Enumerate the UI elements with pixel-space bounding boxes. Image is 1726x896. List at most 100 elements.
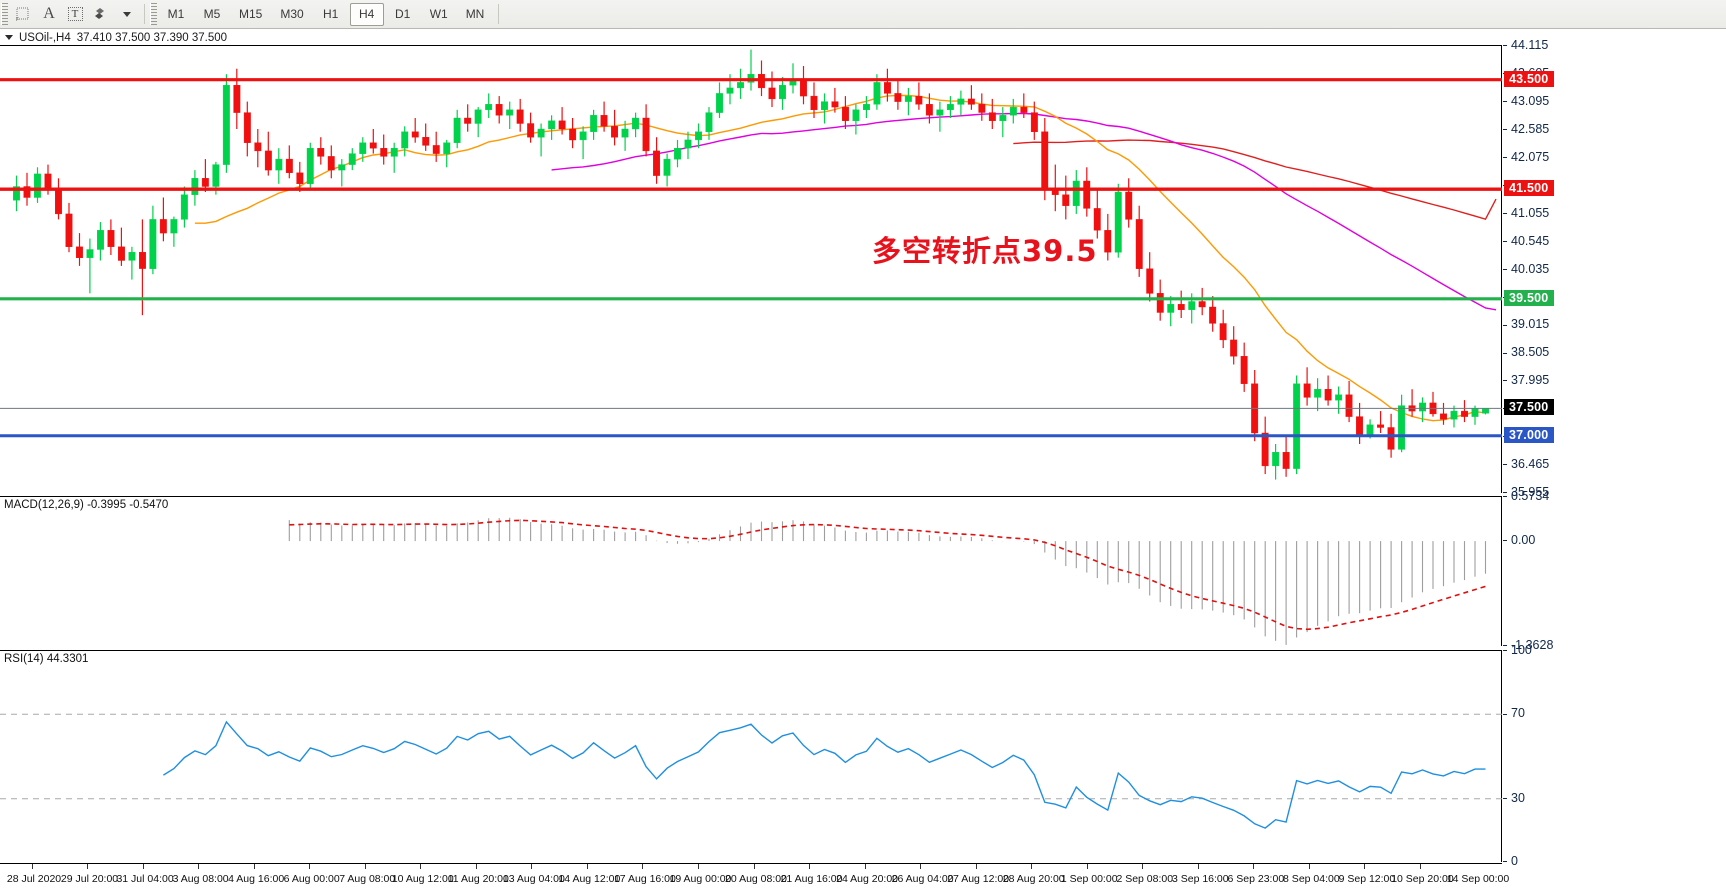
symbol-ohlc: 37.410 37.500 37.390 37.500 [76, 31, 228, 44]
macd-axis-tick: -1.3628 [1503, 638, 1553, 652]
time-axis-tick-label: 3 Sep 16:00 [1171, 873, 1229, 885]
symbol-name: USOil-,H4 [19, 31, 71, 44]
price-chart-svg [0, 49, 1502, 480]
time-axis-tick-label: 19 Aug 00:00 [669, 873, 732, 885]
time-axis-separator [253, 864, 255, 869]
time-axis-tick-label: 9 Sep 12:00 [1338, 873, 1396, 885]
toolbar-divider [144, 4, 145, 24]
macd-axis-tick-label: -1.3628 [1511, 638, 1554, 652]
price-axis-tick-label: 43.095 [1511, 93, 1550, 108]
price-axis-tick-label: 39.015 [1511, 317, 1550, 332]
time-axis-separator [309, 864, 311, 869]
timeframe-m5[interactable]: M5 [203, 7, 221, 21]
macd-pane[interactable]: MACD(12,26,9) -0.3995 -0.5470 [0, 496, 1502, 646]
objects-icon[interactable] [88, 2, 114, 26]
timeframe-h4[interactable]: H4 [349, 2, 384, 26]
macd-chart-svg [288, 517, 1487, 645]
time-axis-tick-label: 8 Sep 04:00 [1283, 873, 1340, 885]
price-axis-tick-label: 36.465 [1511, 457, 1550, 472]
time-axis[interactable]: 28 Jul 2020 29 Jul 20:00 31 Jul 04:00 3 Aug… [0, 863, 1509, 896]
timeframe-d1[interactable]: D1 [395, 7, 411, 21]
time-axis-tick-label: 6 Sep 23:00 [1227, 873, 1285, 885]
timeframe-mn[interactable]: MN [465, 7, 485, 21]
time-axis-separator [920, 864, 922, 869]
price-axis-tick: 40.545 [1503, 234, 1549, 248]
time-axis-separator [642, 864, 644, 869]
macd-axis-tick: 0.5734 [1503, 489, 1549, 503]
rsi-axis-tick-label: 100 [1511, 643, 1532, 657]
time-axis-tick-label: 28 Jul 2020 [6, 873, 62, 885]
current-price-tag[interactable]: 37.500 [1504, 399, 1555, 416]
toolbar-grip[interactable] [1, 3, 8, 25]
time-axis-separator [87, 864, 89, 869]
time-axis-separator [1308, 864, 1310, 869]
resistance-level-tag[interactable]: 41.500 [1504, 180, 1555, 197]
time-axis-tick-label: 7 Aug 08:00 [339, 873, 396, 885]
price-axis[interactable]: 44.11543.60543.09542.58542.07541.56541.0… [1503, 38, 1726, 868]
time-axis-separator [1197, 864, 1199, 869]
collapse-triangle-icon[interactable] [5, 35, 13, 40]
macd-axis-tick-label: 0.00 [1511, 533, 1536, 548]
macd-axis-tick: 0.00 [1503, 533, 1535, 547]
timeframe-group: M1 M5 M15 M30 H1 H4 D1 W1 MN [159, 2, 492, 26]
time-axis-tick-label: 11 Aug 20:00 [447, 873, 509, 885]
rsi-axis-tick-label: 70 [1511, 706, 1525, 721]
price-axis-tick: 42.075 [1503, 150, 1549, 164]
time-axis-tick-label: 29 Jul 20:00 [60, 873, 119, 885]
crosshair-icon[interactable]: F [10, 2, 36, 26]
timeframe-m15[interactable]: M15 [239, 7, 263, 21]
time-axis-separator [364, 864, 366, 869]
timeframe-grip[interactable] [150, 3, 157, 25]
time-axis-separator [531, 864, 533, 869]
rsi-pane[interactable]: RSI(14) 44.3301 [0, 650, 1502, 862]
price-axis-tick-label: 42.075 [1511, 149, 1550, 164]
time-axis-tick-label: 10 Aug 12:00 [391, 873, 454, 885]
price-chart-pane[interactable]: 多空转折点39.5 [0, 45, 1502, 493]
time-axis-tick-label: 26 Aug 04:00 [891, 873, 954, 885]
time-axis-tick-label: 1 Sep 00:00 [1060, 873, 1118, 885]
price-axis-tick: 44.115 [1503, 38, 1548, 52]
price-axis-tick-label: 38.505 [1511, 345, 1550, 360]
price-axis-tick: 37.995 [1503, 373, 1549, 387]
time-axis-separator [1364, 864, 1366, 869]
timeframe-h1[interactable]: H1 [323, 7, 339, 21]
time-axis-tick-label: 21 Aug 16:00 [780, 873, 843, 885]
macd-label: MACD(12,26,9) -0.3995 -0.5470 [4, 499, 169, 511]
price-axis-tick: 40.035 [1503, 262, 1549, 276]
price-axis-tick: 39.015 [1503, 317, 1549, 331]
time-axis-separator [809, 864, 811, 869]
resistance-level-tag[interactable]: 43.500 [1504, 70, 1555, 87]
time-axis-separator [864, 864, 866, 869]
rsi-chart-svg [0, 713, 1502, 829]
price-axis-tick: 42.585 [1503, 122, 1549, 136]
rsi-label: RSI(14) 44.3301 [4, 653, 89, 665]
timeframe-w1[interactable]: W1 [429, 7, 448, 21]
timeframe-m1[interactable]: M1 [167, 7, 185, 21]
price-axis-tick: 41.055 [1503, 206, 1549, 220]
time-axis-separator [1142, 864, 1144, 869]
rsi-axis-tick-label: 0 [1511, 854, 1518, 868]
price-axis-tick-label: 40.545 [1511, 233, 1550, 248]
price-axis-tick-label: 37.995 [1511, 373, 1550, 388]
time-axis-tick-label: 10 Sep 20:00 [1391, 873, 1454, 885]
rsi-axis-tick: 100 [1503, 643, 1532, 657]
price-axis-tick-label: 44.115 [1511, 38, 1549, 52]
price-axis-tick-label: 35.955 [1511, 485, 1550, 499]
svg-text:F: F [16, 17, 19, 22]
label-tool-icon[interactable]: T [62, 2, 88, 26]
rsi-axis-tick: 70 [1503, 706, 1525, 720]
pivot-level-tag[interactable]: 39.500 [1504, 289, 1555, 306]
time-axis-separator [975, 864, 977, 869]
price-axis-tick: 38.505 [1503, 345, 1549, 359]
price-axis-tick-label: 40.035 [1511, 261, 1550, 276]
timeframe-m30[interactable]: M30 [280, 7, 304, 21]
time-axis-separator [1031, 864, 1033, 869]
chart-annotation-text: 多空转折点39.5 [872, 234, 1098, 268]
time-axis-tick-label: 4 Aug 16:00 [228, 873, 285, 885]
time-axis-tick-label: 20 Aug 08:00 [725, 873, 787, 885]
text-tool-icon[interactable]: A [43, 5, 55, 22]
time-axis-separator [420, 864, 422, 869]
chevron-down-icon[interactable] [114, 2, 140, 26]
support-level-tag[interactable]: 37.000 [1504, 426, 1555, 443]
time-axis-separator [142, 864, 144, 869]
